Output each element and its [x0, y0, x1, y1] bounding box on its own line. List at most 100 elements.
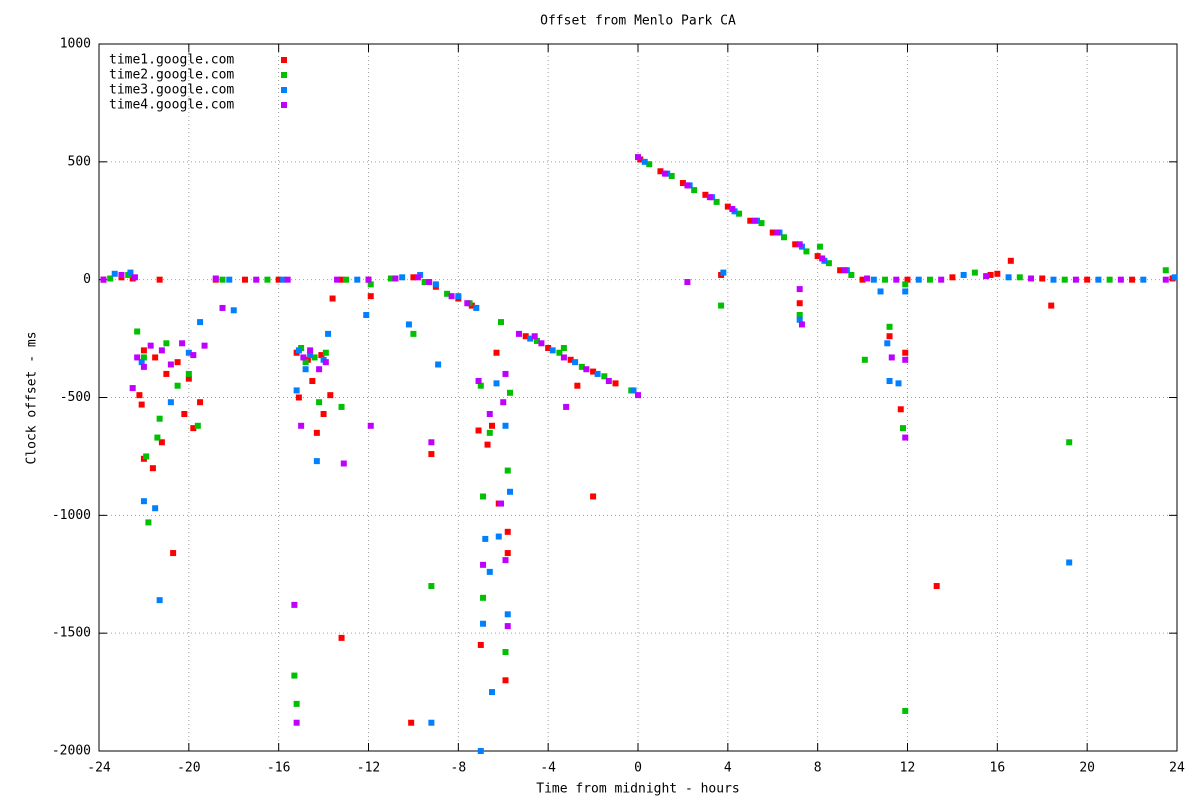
- x-tick-label: 12: [900, 761, 916, 776]
- point: [185, 370, 192, 377]
- point: [181, 410, 188, 417]
- point: [1140, 276, 1147, 283]
- point: [1066, 439, 1073, 446]
- point: [1028, 275, 1035, 282]
- point: [327, 392, 334, 399]
- point: [560, 354, 567, 361]
- point: [630, 387, 637, 394]
- point: [758, 220, 765, 227]
- point: [1066, 559, 1073, 566]
- point: [410, 274, 417, 281]
- point: [502, 370, 509, 377]
- point: [307, 347, 314, 354]
- y-tick-label: 500: [68, 154, 91, 169]
- point: [531, 333, 538, 340]
- point: [482, 535, 489, 542]
- point: [1106, 276, 1113, 283]
- point: [363, 312, 370, 319]
- x-tick-label: 20: [1079, 761, 1095, 776]
- point: [140, 498, 147, 505]
- point: [190, 425, 197, 432]
- point: [886, 323, 893, 330]
- legend-label: time3.google.com: [109, 83, 234, 98]
- point: [334, 276, 341, 283]
- point: [902, 281, 909, 288]
- point: [477, 382, 484, 389]
- point: [859, 276, 866, 283]
- point: [302, 366, 309, 373]
- point: [500, 399, 507, 406]
- point: [219, 276, 226, 283]
- point: [473, 304, 480, 311]
- point: [426, 279, 433, 286]
- x-tick-label: -24: [87, 761, 111, 776]
- y-tick-label: -2000: [52, 744, 91, 759]
- point: [253, 276, 260, 283]
- point: [298, 422, 305, 429]
- point: [313, 458, 320, 465]
- x-tick-label: 0: [634, 761, 642, 776]
- point: [825, 260, 832, 267]
- point: [720, 269, 727, 276]
- point: [612, 380, 619, 387]
- point: [902, 349, 909, 356]
- point: [1072, 276, 1079, 283]
- point: [138, 359, 145, 366]
- point: [1061, 276, 1068, 283]
- x-tick-label: -8: [451, 761, 467, 776]
- point: [504, 550, 511, 557]
- point: [152, 354, 159, 361]
- point: [338, 276, 345, 283]
- x-tick-label: 4: [724, 761, 732, 776]
- point: [284, 276, 291, 283]
- point: [318, 352, 325, 359]
- point: [448, 293, 455, 300]
- point: [338, 634, 345, 641]
- point: [1162, 276, 1169, 283]
- point: [803, 248, 810, 255]
- point: [1039, 275, 1046, 282]
- x-tick-label: -12: [357, 761, 380, 776]
- point: [882, 276, 889, 283]
- point: [131, 274, 138, 281]
- point: [185, 349, 192, 356]
- point: [861, 356, 868, 363]
- point: [484, 441, 491, 448]
- point: [796, 286, 803, 293]
- point: [118, 271, 125, 278]
- point: [567, 356, 574, 363]
- point: [796, 300, 803, 307]
- point: [307, 352, 314, 359]
- point: [367, 422, 374, 429]
- point: [291, 601, 298, 608]
- point: [293, 700, 300, 707]
- point: [1007, 257, 1014, 264]
- point: [134, 328, 141, 335]
- point: [994, 270, 1001, 277]
- chart-title: Offset from Menlo Park CA: [540, 14, 736, 29]
- point: [493, 380, 500, 387]
- point: [154, 434, 161, 441]
- point: [226, 276, 233, 283]
- point: [502, 677, 509, 684]
- point: [392, 275, 399, 282]
- point: [295, 347, 302, 354]
- point: [864, 275, 871, 282]
- point: [414, 274, 421, 281]
- point: [230, 307, 237, 314]
- x-axis-label: Time from midnight - hours: [536, 782, 740, 797]
- point: [428, 719, 435, 726]
- point: [563, 403, 570, 410]
- point: [435, 361, 442, 368]
- point: [796, 316, 803, 323]
- point: [527, 335, 534, 342]
- point: [848, 271, 855, 278]
- point: [897, 406, 904, 413]
- point: [747, 217, 754, 224]
- point: [983, 273, 990, 280]
- point: [1162, 267, 1169, 274]
- y-tick-label: 0: [83, 272, 91, 287]
- point: [877, 288, 884, 295]
- point: [574, 382, 581, 389]
- point: [129, 385, 136, 392]
